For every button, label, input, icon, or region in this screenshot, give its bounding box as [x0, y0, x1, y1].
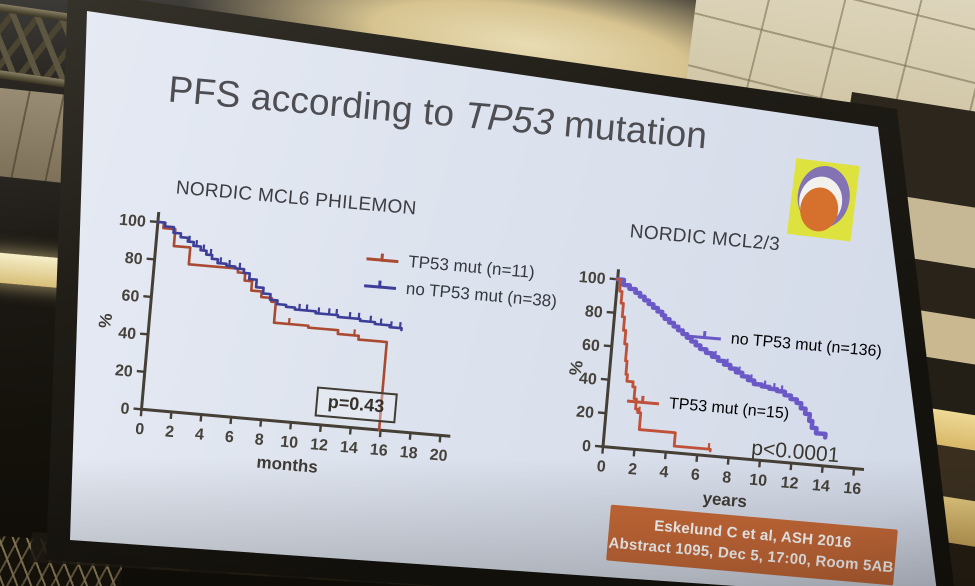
svg-text:%: % — [566, 359, 587, 377]
title-gene-italic: TP53 — [463, 94, 556, 144]
svg-text:0: 0 — [120, 400, 130, 418]
svg-text:2: 2 — [164, 423, 174, 441]
svg-text:100: 100 — [118, 212, 146, 231]
svg-text:%: % — [95, 312, 116, 330]
svg-text:20: 20 — [429, 447, 448, 465]
svg-text:8: 8 — [254, 431, 264, 449]
title-suffix: mutation — [552, 102, 709, 157]
right-chart-title: NORDIC MCL2/3 — [628, 221, 781, 256]
svg-text:4: 4 — [194, 426, 204, 444]
svg-text:10: 10 — [280, 434, 299, 452]
svg-text:2: 2 — [627, 461, 637, 479]
svg-text:8: 8 — [722, 469, 732, 487]
svg-text:4: 4 — [659, 464, 669, 482]
svg-text:0: 0 — [596, 458, 606, 476]
svg-text:40: 40 — [117, 325, 136, 343]
svg-text:14: 14 — [339, 439, 358, 457]
svg-text:80: 80 — [584, 303, 603, 321]
svg-text:0: 0 — [135, 421, 145, 439]
svg-text:20: 20 — [575, 404, 594, 422]
tp53-mut-line-marker — [626, 395, 660, 405]
no-tp53-mut-line-marker — [688, 330, 721, 340]
svg-text:16: 16 — [369, 441, 388, 459]
slide-surface: PFS according to TP53 mutation NORDIC MC… — [70, 11, 898, 586]
svg-text:60: 60 — [121, 287, 140, 305]
nordic-lymphoma-group-logo — [786, 158, 860, 242]
svg-text:40: 40 — [578, 370, 597, 388]
svg-text:20: 20 — [114, 362, 133, 380]
svg-text:16: 16 — [843, 480, 862, 498]
title-prefix: PFS according to — [166, 68, 467, 136]
tp53-mut-line-marker — [366, 253, 399, 263]
no-tp53-mut-line-marker — [364, 279, 397, 290]
svg-text:18: 18 — [399, 444, 418, 462]
svg-text:12: 12 — [309, 436, 328, 454]
svg-text:100: 100 — [578, 269, 606, 288]
km-chart-philemon: 0 2 4 6 8 10 12 14 16 18 20 0 20 40 60 80 100 months% — [95, 212, 451, 477]
svg-text:6: 6 — [224, 429, 234, 447]
svg-text:14: 14 — [811, 477, 830, 495]
km-chart-mcl23: 0 2 4 6 8 10 12 14 16 0 20 40 60 80 100 years% — [566, 269, 865, 512]
svg-text:6: 6 — [690, 466, 700, 484]
svg-text:10: 10 — [749, 472, 768, 490]
svg-text:60: 60 — [581, 337, 600, 355]
svg-text:80: 80 — [124, 250, 143, 268]
svg-text:0: 0 — [581, 438, 591, 456]
svg-text:months: months — [256, 453, 319, 477]
svg-text:years: years — [702, 489, 748, 512]
svg-text:12: 12 — [780, 474, 799, 492]
